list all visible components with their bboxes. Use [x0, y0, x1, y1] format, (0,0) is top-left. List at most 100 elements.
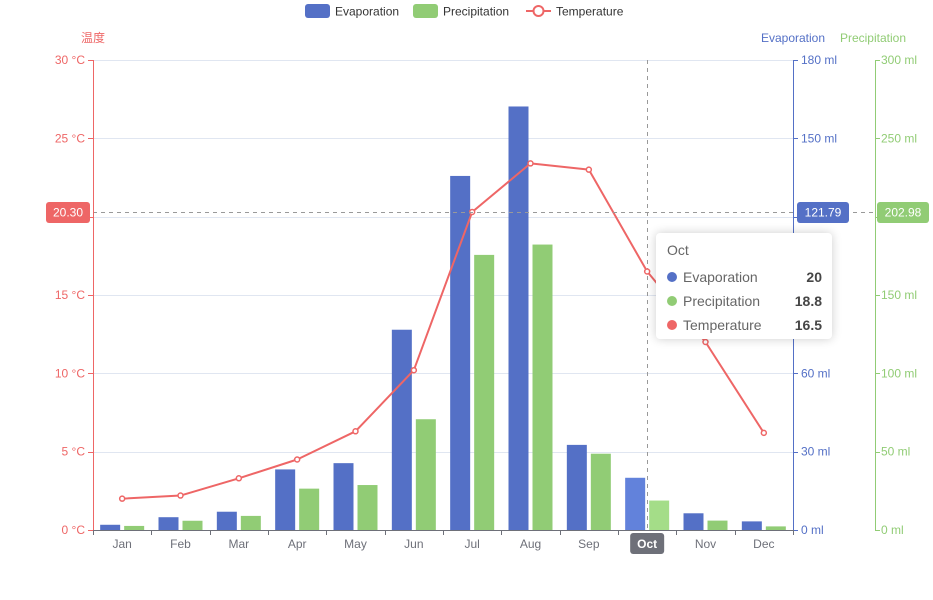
evaporation-tick-label: 30 ml — [801, 445, 830, 459]
tooltip-row-evaporation: Evaporation 20 — [667, 265, 822, 289]
tooltip-dot-evaporation — [667, 272, 677, 282]
temperature-point-apr — [293, 456, 301, 463]
bar-evaporation-aug — [508, 106, 529, 530]
tooltip: Oct Evaporation 20 Precipitation 18.8 Te… — [656, 233, 832, 339]
bar-evaporation-dec — [741, 521, 762, 530]
evaporation-tick-label: 60 ml — [801, 366, 830, 380]
x-tick-label-oct: Oct — [637, 537, 657, 551]
temperature-axis-labels: 0 °C5 °C10 °C15 °C20 °C25 °C30 °C — [55, 53, 93, 537]
temperature-points — [118, 160, 768, 502]
evaporation-cursor-badge — [797, 202, 849, 223]
tooltip-dot-temperature — [667, 320, 677, 330]
bar-evaporation-feb — [158, 517, 179, 530]
temperature-point-sep — [585, 166, 593, 173]
bar-precipitation-jul — [474, 254, 495, 531]
x-tick-label-apr: Apr — [288, 537, 307, 551]
temperature-tick-label: 30 °C — [55, 53, 85, 67]
precipitation-tick-label: 50 ml — [881, 445, 910, 459]
precipitation-tick-label: 300 ml — [881, 53, 917, 67]
x-tick-label-mar: Mar — [228, 537, 249, 551]
x-axis-labels: Jan Feb Mar Apr May Jun Jul Aug Sep Oct Nov Dec — [93, 530, 794, 554]
bar-evaporation-jan — [100, 524, 121, 530]
tooltip-row-precipitation: Precipitation 18.8 — [667, 289, 822, 313]
bars — [100, 106, 786, 531]
temperature-cursor-label: 20.30 — [53, 206, 83, 220]
x-tick-label-jan: Jan — [112, 537, 131, 551]
temperature-point-nov — [702, 338, 709, 346]
evaporation-tick-label: 0 ml — [801, 523, 824, 537]
tooltip-title: Oct — [667, 242, 689, 258]
bar-evaporation-oct — [625, 477, 646, 530]
bar-precipitation-jun — [415, 419, 436, 530]
bar-evaporation-jun — [391, 329, 412, 530]
gridlines — [93, 60, 793, 453]
temperature-point-jul — [468, 208, 476, 216]
legend: Evaporation Precipitation Temperature — [305, 4, 624, 19]
tooltip-value-evaporation: 20 — [806, 269, 822, 285]
bar-evaporation-may — [333, 463, 354, 530]
legend-label-evaporation: Evaporation — [335, 5, 399, 19]
x-tick-label-jun: Jun — [404, 537, 423, 551]
tooltip-dot-precipitation — [667, 296, 677, 306]
temperature-point-oct — [643, 268, 651, 275]
precipitation-tick-label: 250 ml — [881, 131, 917, 145]
bar-precipitation-aug — [532, 244, 553, 530]
precipitation-axis-name: Precipitation — [840, 31, 906, 45]
temperature-point-aug — [527, 160, 534, 167]
x-tick-label-sep: Sep — [578, 537, 600, 551]
legend-swatch-temperature-marker — [532, 5, 545, 17]
temperature-tick-label: 25 °C — [55, 131, 85, 145]
temperature-tick-label: 0 °C — [62, 523, 86, 537]
x-tick-label-jul: Jul — [464, 537, 479, 551]
legend-label-precipitation: Precipitation — [443, 5, 509, 19]
precipitation-tick-label: 100 ml — [881, 366, 917, 380]
bar-evaporation-apr — [275, 469, 296, 530]
temperature-cursor-badge — [46, 202, 90, 223]
temperature-point-feb — [177, 492, 184, 499]
temperature-tick-label: 15 °C — [55, 288, 85, 302]
cursor-category-badge — [630, 533, 665, 554]
x-tick-label-dec: Dec — [753, 537, 774, 551]
precipitation-tick-label: 0 ml — [881, 523, 904, 537]
tooltip-name-precipitation: Precipitation — [683, 293, 761, 309]
evaporation-tick-label: 180 ml — [801, 53, 837, 67]
x-tick-label-may: May — [344, 537, 367, 551]
legend-swatch-precipitation — [413, 4, 438, 18]
bar-precipitation-oct — [649, 500, 670, 530]
legend-swatch-evaporation — [305, 4, 330, 18]
temperature-point-jun — [410, 366, 418, 374]
tooltip-value-temperature: 16.5 — [794, 317, 822, 333]
evaporation-axis-name: Evaporation — [761, 31, 825, 45]
bar-precipitation-sep — [590, 453, 611, 530]
bar-precipitation-feb — [182, 520, 203, 530]
bar-precipitation-nov — [707, 520, 728, 530]
x-tick-label-aug: Aug — [520, 537, 541, 551]
bar-evaporation-mar — [216, 511, 237, 530]
x-tick-label-nov: Nov — [695, 537, 716, 551]
evaporation-tick-label: 150 ml — [801, 131, 837, 145]
temperature-tick-label: 10 °C — [55, 366, 85, 380]
temperature-point-dec — [760, 429, 768, 437]
temperature-tick-label: 5 °C — [62, 445, 86, 459]
precipitation-cursor-badge — [877, 202, 929, 223]
legend-label-temperature: Temperature — [556, 5, 624, 19]
temperature-point-mar — [235, 475, 243, 482]
tooltip-name-evaporation: Evaporation — [683, 269, 758, 285]
bar-evaporation-nov — [683, 513, 704, 530]
bar-precipitation-dec — [765, 526, 786, 530]
tooltip-name-temperature: Temperature — [683, 317, 762, 333]
bar-evaporation-jul — [450, 175, 471, 530]
bar-precipitation-apr — [299, 488, 320, 530]
precipitation-tick-label: 150 ml — [881, 288, 917, 302]
temperature-axis-name: 温度 — [81, 30, 105, 45]
tooltip-row-temperature: Temperature 16.5 — [667, 313, 822, 337]
bar-precipitation-mar — [240, 515, 261, 530]
precipitation-cursor-label: 202.98 — [885, 206, 922, 220]
x-tick-label-feb: Feb — [170, 537, 191, 551]
temperature-point-may — [352, 428, 359, 435]
bar-precipitation-may — [357, 485, 378, 530]
evaporation-cursor-label: 121.79 — [805, 206, 842, 220]
